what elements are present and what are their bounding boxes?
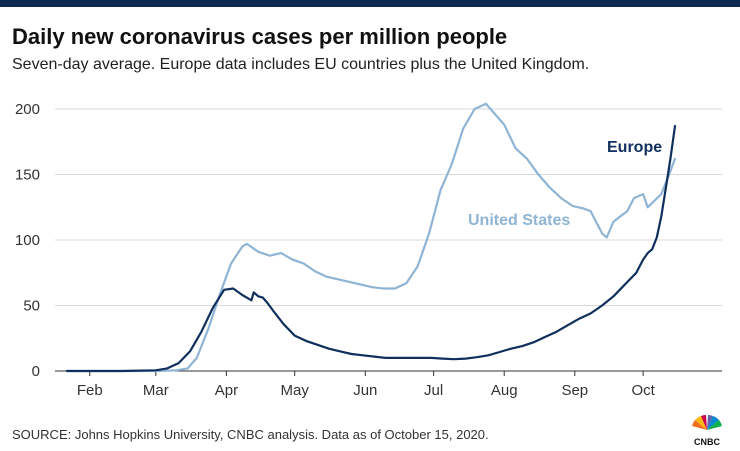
united-states-line [65,102,677,373]
united-states-label: United States [468,212,570,229]
chart-title: Daily new coronavirus cases per million … [12,24,508,49]
x-tick-label: Jul [424,382,443,399]
x-tick-label: Oct [631,382,655,399]
x-tick-label: May [281,382,310,399]
y-tick-label: 200 [15,101,40,118]
x-tick-label: Mar [143,382,169,399]
y-tick-label: 50 [23,298,40,315]
y-tick-label: 150 [15,167,40,184]
x-tick-label: Jun [353,382,377,399]
x-tick-label: Feb [77,382,103,399]
source-note: SOURCE: Johns Hopkins University, CNBC a… [12,427,489,442]
chart-subtitle: Seven-day average. Europe data includes … [12,56,590,73]
top-accent-bar [0,0,740,7]
europe-line [65,124,677,373]
y-tick-label: 0 [32,363,40,380]
x-tick-label: Sep [561,382,588,399]
peacock-icon [692,415,722,430]
y-tick-label: 100 [15,232,40,249]
x-tick-label: Apr [215,382,238,399]
x-tick-label: Aug [491,382,518,399]
logo-text: CNBC [694,437,720,447]
cnbc-peacock-logo: CNBC [692,415,722,447]
europe-label: Europe [607,139,662,156]
